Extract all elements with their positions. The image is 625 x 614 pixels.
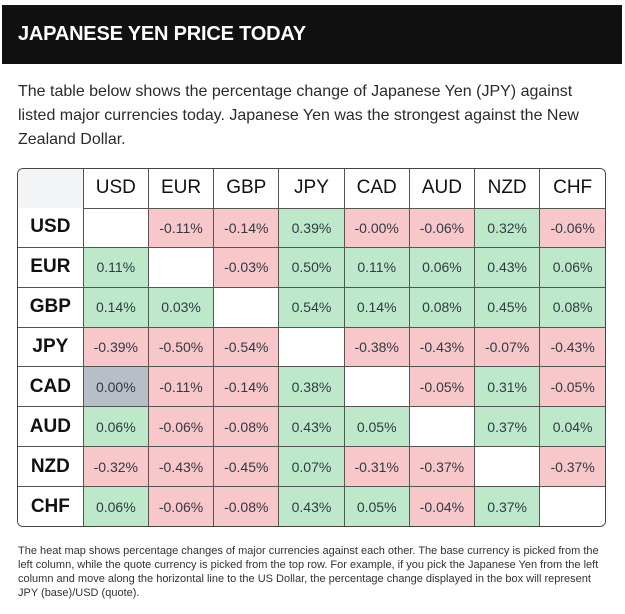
heatmap-cell: 0.05% [343,486,410,526]
row-header: CAD [18,366,84,408]
row-header: JPY [18,326,84,368]
heatmap-cell: 0.08% [408,286,476,328]
row-header: CHF [18,486,84,526]
column-header: CAD [343,169,410,208]
heatmap-cell [539,486,605,526]
heatmap-cell: 0.04% [539,406,605,448]
column-header: GBP [213,169,280,208]
heatmap-table: USD EUR GBP JPY CAD AUD NZD CHF USD -0.11… [18,169,605,526]
heatmap-cell [213,286,280,328]
table-row: USD -0.11% -0.14% 0.39% -0.00% -0.06% 0.32% -0.… [18,207,605,248]
table-row: NZD -0.32% -0.43% -0.45% 0.07% -0.31% -0.37% -0… [18,446,605,488]
heatmap-cell: -0.43% [147,446,215,488]
column-header: EUR [147,169,215,208]
heatmap-cell: -0.07% [474,326,541,368]
heatmap-cell: -0.06% [408,207,476,248]
heatmap-cell [82,207,149,248]
heatmap-cell [408,406,476,448]
heatmap-cell: 0.00% [82,366,149,408]
heatmap-cell: -0.50% [147,326,215,368]
footnote: The heat map shows percentage changes of… [18,545,599,599]
heatmap-cell: -0.06% [147,406,215,448]
table-row: AUD 0.06% -0.06% -0.08% 0.43% 0.05% 0.37% 0.04% [18,406,605,448]
heatmap-cell: -0.32% [82,446,149,488]
heatmap-cell: 0.37% [474,486,541,526]
page-header: JAPANESE YEN PRICE TODAY [2,5,622,64]
column-header: AUD [408,169,476,208]
row-header: EUR [18,246,84,288]
heatmap-cell: 0.45% [474,286,541,328]
heatmap-cell [278,326,345,368]
heatmap-cell: 0.14% [343,286,410,328]
heatmap-cell: 0.54% [278,286,345,328]
heatmap-cell: -0.37% [539,446,605,488]
heatmap-cell [343,366,410,408]
heatmap-body: USD -0.11% -0.14% 0.39% -0.00% -0.06% 0.32% -0.… [18,207,605,526]
heatmap-cell: 0.43% [278,406,345,448]
heatmap-cell: -0.54% [213,326,280,368]
heatmap-cell: 0.05% [343,406,410,448]
heatmap-cell: 0.06% [408,246,476,288]
currency-heatmap: USD EUR GBP JPY CAD AUD NZD CHF USD -0.11… [17,168,606,527]
heatmap-cell: 0.06% [82,406,149,448]
heatmap-cell: 0.43% [278,486,345,526]
heatmap-cell: 0.11% [82,246,149,288]
heatmap-cell: -0.38% [343,326,410,368]
heatmap-cell: -0.05% [408,366,476,408]
row-header: AUD [18,406,84,448]
column-header: NZD [474,169,541,208]
header-row: USD EUR GBP JPY CAD AUD NZD CHF [18,169,605,208]
table-row: CAD 0.00% -0.11% -0.14% 0.38% -0.05% 0.31% -0.0… [18,366,605,408]
table-row: JPY -0.39% -0.50% -0.54% -0.38% -0.43% -0.07% -… [18,326,605,368]
heatmap-cell: -0.08% [213,406,280,448]
heatmap-cell: -0.05% [539,366,605,408]
column-header: JPY [278,169,345,208]
heatmap-cell: -0.06% [147,486,215,526]
heatmap-cell: -0.00% [343,207,410,248]
heatmap-cell: 0.07% [278,446,345,488]
heatmap-cell: 0.31% [474,366,541,408]
heatmap-cell: -0.31% [343,446,410,488]
row-header: USD [18,208,84,248]
table-row: GBP 0.14% 0.03% 0.54% 0.14% 0.08% 0.45% 0.08% [18,286,605,328]
page-title: JAPANESE YEN PRICE TODAY [18,23,306,45]
heatmap-cell: -0.11% [147,207,215,248]
heatmap-cell: -0.43% [539,326,605,368]
heatmap-cell: 0.43% [474,246,541,288]
heatmap-cell: 0.08% [539,286,605,328]
heatmap-cell: -0.11% [147,366,215,408]
table-row: CHF 0.06% -0.06% -0.08% 0.43% 0.05% -0.04% 0.37… [18,486,605,526]
row-header: GBP [18,286,84,328]
heatmap-cell: 0.37% [474,406,541,448]
column-header: USD [82,169,149,208]
heatmap-cell: -0.03% [213,246,280,288]
heatmap-cell: -0.45% [213,446,280,488]
heatmap-cell: 0.06% [82,486,149,526]
heatmap-cell: -0.04% [408,486,476,526]
heatmap-cell: -0.14% [213,207,280,248]
heatmap-cell: 0.14% [82,286,149,328]
heatmap-cell: 0.32% [474,207,541,248]
heatmap-cell: 0.03% [147,286,215,328]
heatmap-cell: -0.06% [539,207,605,248]
heatmap-cell: 0.11% [343,246,410,288]
heatmap-cell: 0.50% [278,246,345,288]
heatmap-cell: -0.14% [213,366,280,408]
table-row: EUR 0.11% -0.03% 0.50% 0.11% 0.06% 0.43% 0.06% [18,246,605,288]
heatmap-cell [147,246,215,288]
intro-text: The table below shows the percentage cha… [18,83,579,148]
heatmap-cell: 0.38% [278,366,345,408]
corner-cell [18,169,84,208]
column-header: CHF [539,169,605,208]
heatmap-cell: -0.39% [82,326,149,368]
heatmap-cell: 0.39% [278,207,345,248]
heatmap-cell: -0.08% [213,486,280,526]
heatmap-cell [474,446,541,488]
row-header: NZD [18,446,84,488]
heatmap-cell: 0.06% [539,246,605,288]
heatmap-cell: -0.43% [408,326,476,368]
heatmap-cell: -0.37% [408,446,476,488]
